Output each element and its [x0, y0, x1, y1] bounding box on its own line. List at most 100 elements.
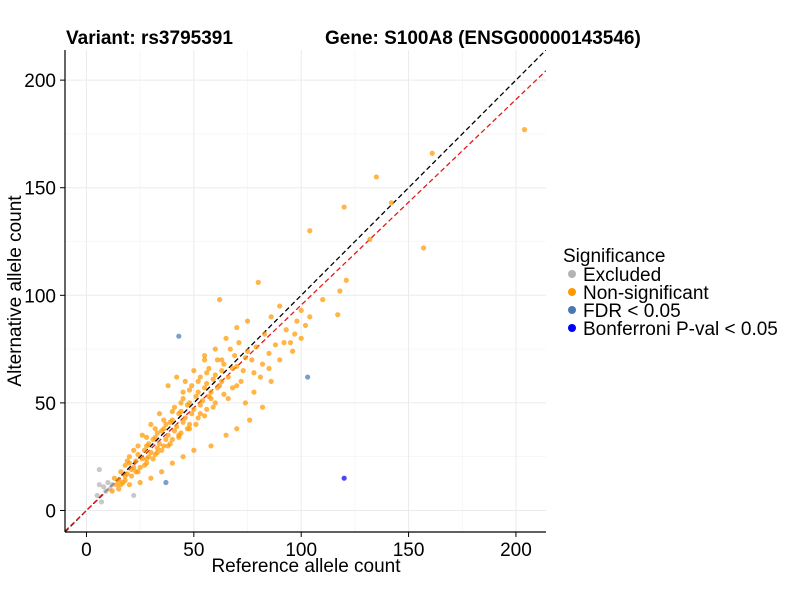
data-point: [191, 406, 197, 412]
data-point: [195, 389, 201, 395]
data-point: [197, 374, 203, 380]
data-point: [148, 475, 154, 481]
data-point: [146, 441, 152, 447]
data-point: [118, 469, 124, 475]
data-points: [94, 127, 528, 505]
data-point: [150, 436, 156, 443]
data-point: [152, 426, 158, 432]
data-point: [135, 443, 141, 449]
data-point: [109, 482, 115, 488]
reference-line-fit: [65, 70, 546, 532]
chart-title-gene: Gene: S100A8 (ENSG00000143546): [325, 28, 641, 49]
data-point: [521, 127, 528, 133]
data-point: [219, 357, 225, 363]
data-point: [148, 421, 154, 428]
data-point: [171, 428, 178, 434]
data-point: [180, 395, 186, 402]
data-point: [124, 471, 130, 477]
data-point: [128, 473, 135, 479]
data-point: [266, 350, 272, 357]
x-tick-label: 200: [500, 540, 532, 561]
data-point: [343, 277, 349, 283]
data-point: [206, 365, 212, 372]
data-point: [169, 436, 175, 443]
axes: 0 50 100 150 200 0 50 100 150 200: [24, 50, 546, 561]
y-tick-label: 50: [35, 394, 56, 415]
data-point: [335, 312, 341, 318]
data-point: [171, 404, 178, 410]
data-point: [154, 430, 160, 436]
data-point: [219, 378, 225, 384]
data-point: [281, 340, 287, 346]
data-point: [234, 363, 240, 369]
legend-swatch: [568, 270, 576, 278]
data-point: [150, 456, 156, 462]
data-point: [133, 458, 139, 464]
data-point: [98, 499, 105, 505]
data-point: [143, 434, 150, 440]
data-point: [167, 419, 173, 425]
data-point: [126, 454, 133, 460]
data-point: [238, 378, 244, 384]
data-point: [180, 454, 186, 460]
data-point: [201, 413, 208, 419]
data-point: [234, 383, 240, 389]
data-point: [122, 462, 128, 468]
data-point: [223, 432, 229, 438]
data-point: [165, 383, 171, 389]
y-tick-label: 150: [24, 179, 56, 200]
data-point: [191, 368, 197, 374]
data-point: [131, 447, 137, 453]
data-point: [165, 432, 171, 438]
data-point: [255, 279, 261, 285]
x-tick-label: 150: [393, 540, 425, 561]
data-point: [268, 378, 274, 384]
data-point: [156, 441, 163, 447]
legend-label: Excluded: [583, 265, 661, 286]
legend-item: Bonferroni P-val < 0.05: [568, 319, 778, 340]
data-point: [184, 402, 190, 408]
legend-swatch: [568, 306, 576, 314]
y-axis-title: Alternative allele count: [5, 195, 26, 387]
data-point: [139, 456, 145, 462]
data-point: [176, 411, 182, 417]
x-tick-label: 50: [183, 540, 204, 561]
series-excluded: [94, 466, 137, 505]
data-point: [113, 482, 120, 488]
data-point: [105, 479, 111, 486]
data-point: [163, 436, 169, 443]
data-point: [221, 361, 227, 367]
data-point: [159, 447, 165, 453]
data-point: [137, 479, 143, 486]
series-bonferroni-p-val-0-05: [341, 475, 347, 481]
legend-swatch: [568, 324, 576, 332]
data-point: [208, 443, 214, 449]
data-point: [109, 488, 115, 494]
data-point: [257, 374, 264, 380]
grid: [65, 50, 546, 532]
data-point: [201, 352, 208, 359]
data-point: [116, 486, 122, 492]
data-point: [223, 335, 229, 341]
data-point: [163, 421, 169, 428]
data-point: [210, 404, 216, 410]
data-point: [131, 492, 137, 499]
data-point: [429, 150, 435, 156]
data-point: [244, 318, 251, 324]
x-tick-label: 0: [81, 540, 92, 561]
data-point: [180, 419, 186, 425]
data-point: [189, 383, 195, 389]
data-point: [96, 482, 102, 488]
data-point: [388, 200, 394, 206]
legend-item: Excluded: [568, 265, 661, 286]
data-point: [212, 400, 218, 406]
data-point: [214, 385, 221, 391]
data-point: [128, 466, 135, 473]
data-point: [283, 327, 289, 333]
data-point: [116, 477, 122, 483]
data-point: [141, 447, 148, 453]
data-point: [201, 385, 208, 391]
data-point: [199, 398, 206, 404]
